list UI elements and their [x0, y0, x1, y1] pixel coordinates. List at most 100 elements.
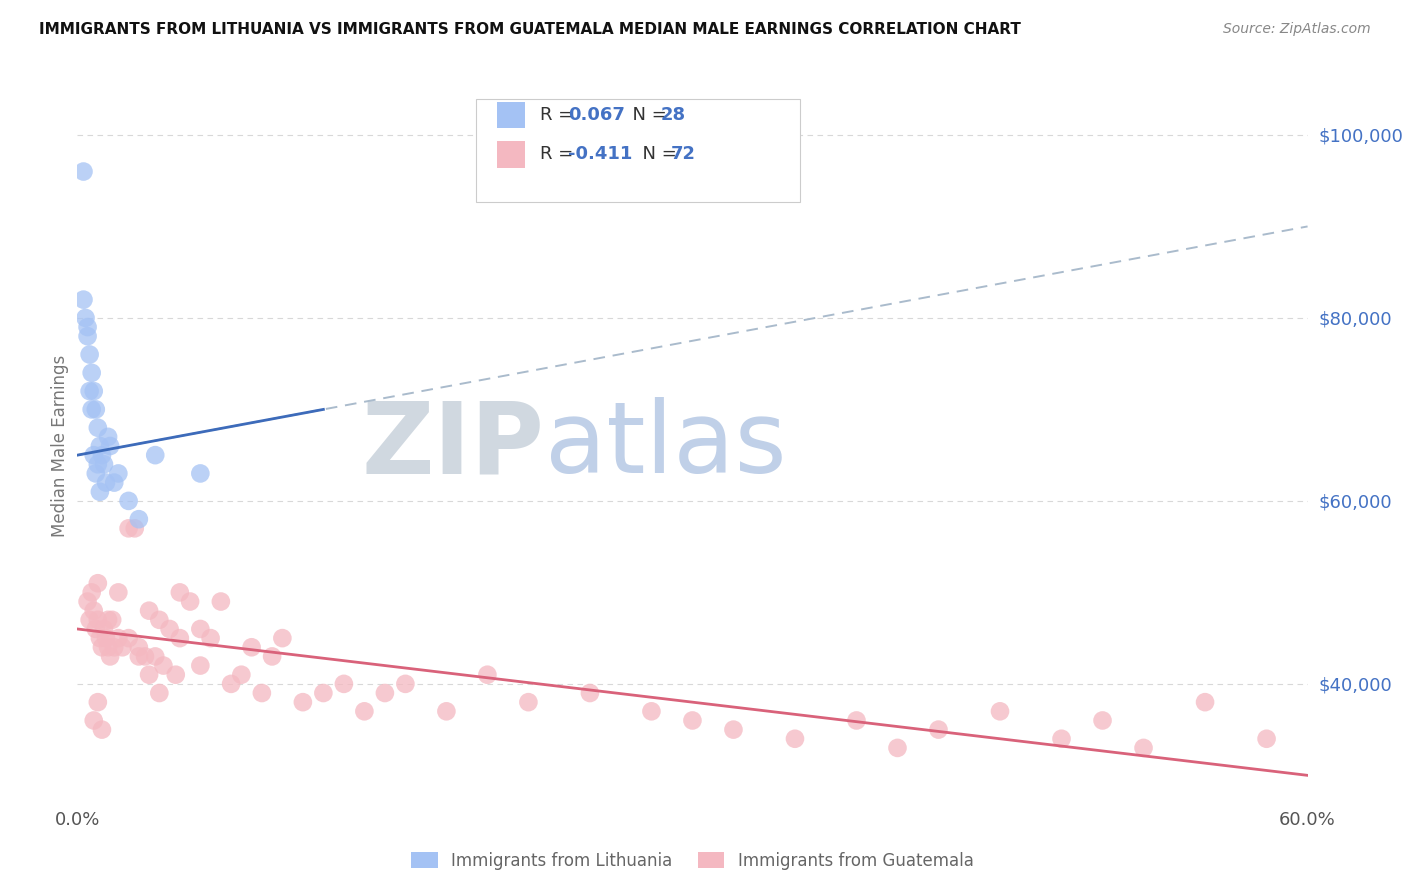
Point [312, 686, 335, 700]
Point [152, 658, 174, 673]
Point [87, 576, 110, 591]
Point [89, 484, 111, 499]
Text: 0.067: 0.067 [568, 106, 624, 124]
Point [271, 631, 294, 645]
Point [83, 448, 105, 462]
Point [1091, 714, 1114, 728]
Point [291, 695, 314, 709]
Point [262, 649, 284, 664]
Point [128, 649, 150, 664]
Point [138, 604, 160, 618]
Point [517, 695, 540, 709]
Point [117, 631, 139, 645]
Point [250, 686, 273, 700]
Point [72, 164, 94, 178]
Point [134, 649, 156, 664]
Point [76, 594, 98, 608]
Point [477, 667, 499, 681]
Legend: Immigrants from Lithuania, Immigrants from Guatemala: Immigrants from Lithuania, Immigrants fr… [405, 846, 980, 877]
Point [394, 677, 416, 691]
Text: R =: R = [540, 145, 578, 163]
Text: ZIP: ZIP [361, 398, 546, 494]
Point [169, 585, 191, 599]
Point [138, 667, 160, 681]
Point [333, 677, 356, 691]
Point [148, 686, 170, 700]
Point [723, 723, 745, 737]
Point [79, 613, 101, 627]
Point [80, 402, 103, 417]
Point [169, 631, 191, 645]
Point [188, 467, 212, 481]
Point [94, 475, 117, 490]
Point [90, 448, 114, 462]
Point [107, 467, 129, 481]
Point [682, 714, 704, 728]
Point [1132, 740, 1154, 755]
Point [209, 594, 232, 608]
Point [188, 658, 212, 673]
Point [97, 640, 120, 655]
Point [117, 494, 139, 508]
Text: 28: 28 [661, 106, 686, 124]
Point [188, 622, 212, 636]
Text: 72: 72 [671, 145, 696, 163]
Point [143, 448, 166, 462]
Point [886, 740, 908, 755]
Point [128, 640, 150, 655]
Point [97, 613, 120, 627]
Point [640, 704, 662, 718]
Point [200, 631, 222, 645]
Point [783, 731, 806, 746]
Point [988, 704, 1011, 718]
Point [83, 604, 105, 618]
Point [93, 458, 115, 472]
Point [1194, 695, 1216, 709]
Point [353, 704, 375, 718]
Point [84, 402, 107, 417]
Point [231, 667, 253, 681]
Point [165, 667, 187, 681]
Point [84, 622, 107, 636]
Point [80, 585, 103, 599]
Point [83, 714, 105, 728]
Point [87, 613, 110, 627]
Text: -0.411: -0.411 [568, 145, 633, 163]
Point [143, 649, 166, 664]
Point [159, 622, 181, 636]
Text: R =: R = [540, 106, 578, 124]
Point [845, 714, 868, 728]
Point [98, 649, 121, 664]
Point [219, 677, 242, 691]
Text: N =: N = [631, 145, 682, 163]
Text: Source: ZipAtlas.com: Source: ZipAtlas.com [1223, 22, 1371, 37]
Point [76, 329, 98, 343]
Point [79, 384, 101, 398]
Point [90, 640, 114, 655]
Point [89, 631, 111, 645]
Point [117, 521, 139, 535]
Point [79, 347, 101, 361]
Point [928, 723, 950, 737]
Point [103, 640, 125, 655]
Point [436, 704, 458, 718]
Point [1050, 731, 1073, 746]
Point [83, 384, 105, 398]
Point [124, 521, 146, 535]
Point [107, 585, 129, 599]
Point [101, 613, 124, 627]
Point [93, 622, 115, 636]
Point [98, 439, 121, 453]
Point [94, 631, 117, 645]
Point [103, 475, 125, 490]
Point [148, 613, 170, 627]
Point [75, 310, 97, 325]
Point [374, 686, 396, 700]
Point [1256, 731, 1278, 746]
Point [179, 594, 201, 608]
Point [89, 439, 111, 453]
Point [76, 320, 98, 334]
Point [87, 420, 110, 434]
Point [111, 640, 134, 655]
Point [84, 467, 107, 481]
